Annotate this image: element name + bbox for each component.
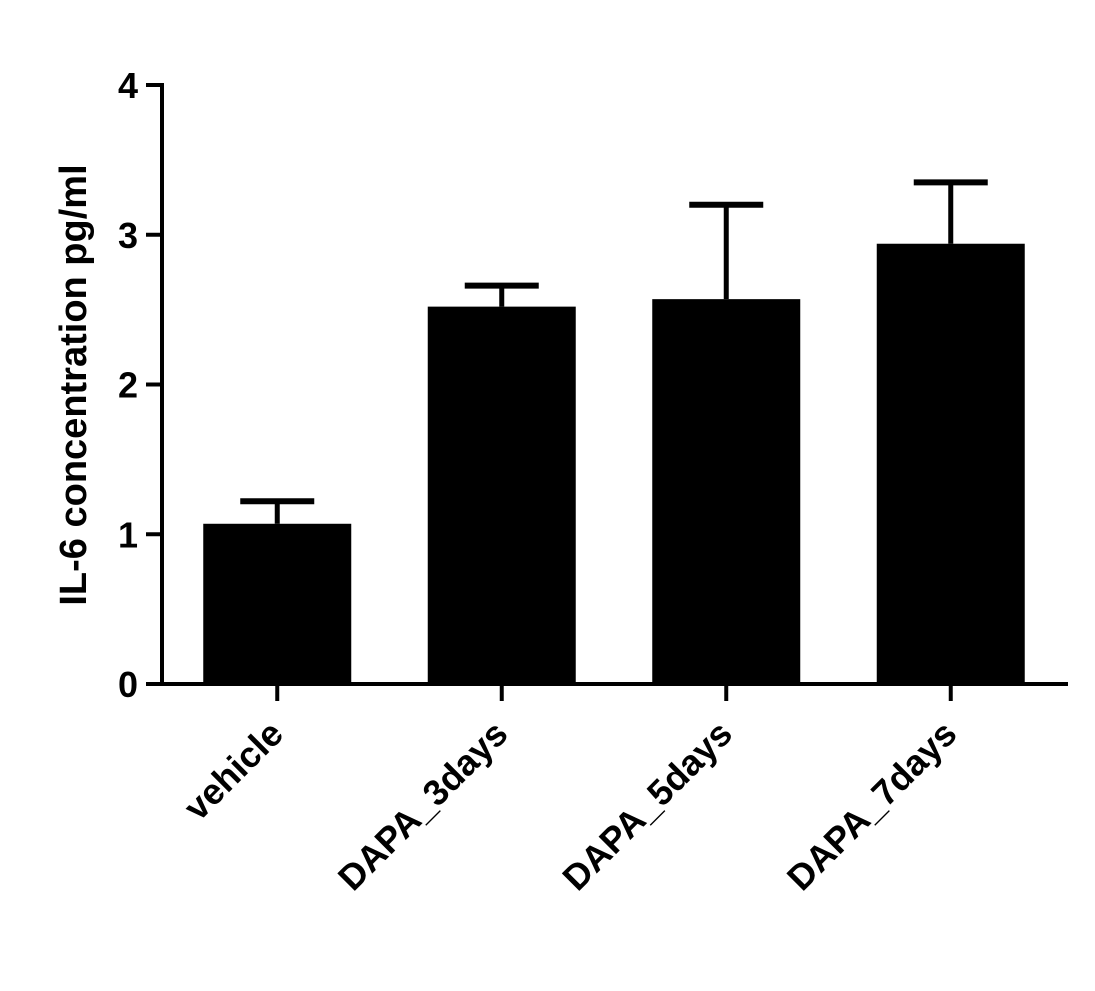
error-bars-group	[240, 179, 988, 524]
y-tick-label: 4	[118, 65, 138, 106]
x-tick-label-DAPA_5days: DAPA_5days	[554, 713, 740, 899]
y-axis-title: IL-6 concentration pg/ml	[53, 164, 95, 605]
y-tick-label: 0	[118, 664, 138, 705]
bars-group	[203, 243, 1025, 685]
bar-DAPA_7days	[876, 243, 1025, 685]
x-tick-label-DAPA_7days: DAPA_7days	[779, 713, 965, 899]
x-tick-label-DAPA_3days: DAPA_3days	[330, 713, 516, 899]
y-tick-label: 2	[118, 365, 138, 406]
x-tick-label-vehicle: vehicle	[176, 713, 291, 828]
bar-DAPA_5days	[652, 299, 801, 684]
bar-DAPA_3days	[427, 306, 576, 684]
y-tick-label: 1	[118, 514, 138, 555]
y-tick-label: 3	[118, 215, 138, 256]
x-ticks-group: vehicle DAPA_3days DAPA_5days DAPA_7days	[176, 684, 965, 899]
bar-vehicle	[203, 523, 352, 684]
y-ticks-group: 0 1 2 3 4	[118, 65, 162, 705]
